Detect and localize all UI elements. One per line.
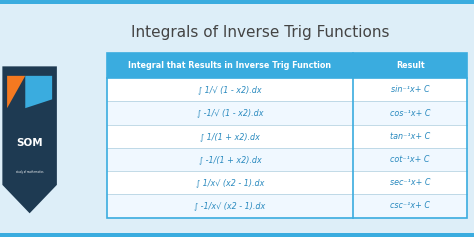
Bar (107, 53, 467, 78)
Text: ∫ -1/(1 + x2).dx: ∫ -1/(1 + x2).dx (199, 155, 261, 164)
Text: cos⁻¹x+ C: cos⁻¹x+ C (390, 109, 430, 118)
Bar (107, 194, 467, 218)
Text: SOM: SOM (16, 138, 43, 148)
Text: cot⁻¹x+ C: cot⁻¹x+ C (391, 155, 430, 164)
Text: study of mathematics: study of mathematics (16, 170, 43, 174)
Bar (107, 78, 467, 101)
Polygon shape (25, 76, 52, 108)
Bar (0, 233, 474, 237)
Text: ∫ -1/x√ (x2 - 1).dx: ∫ -1/x√ (x2 - 1).dx (194, 201, 265, 210)
Text: sec⁻¹x+ C: sec⁻¹x+ C (390, 178, 430, 187)
Polygon shape (2, 66, 57, 213)
Text: sin⁻¹x+ C: sin⁻¹x+ C (391, 85, 429, 94)
Bar (0, 0, 474, 4)
Bar (107, 148, 467, 171)
Text: csc⁻¹x+ C: csc⁻¹x+ C (390, 201, 430, 210)
Polygon shape (7, 76, 25, 108)
Bar (107, 125, 467, 148)
Text: Result: Result (396, 61, 424, 70)
Text: Integral that Results in Inverse Trig Function: Integral that Results in Inverse Trig Fu… (128, 61, 332, 70)
Text: ∫ -1/√ (1 - x2).dx: ∫ -1/√ (1 - x2).dx (197, 109, 263, 118)
Bar (107, 101, 467, 125)
Text: ∫ 1/√ (1 - x2).dx: ∫ 1/√ (1 - x2).dx (198, 85, 262, 94)
Text: ∫ 1/x√ (x2 - 1).dx: ∫ 1/x√ (x2 - 1).dx (196, 178, 264, 187)
Bar (107, 171, 467, 194)
Text: Integrals of Inverse Trig Functions: Integrals of Inverse Trig Functions (131, 25, 390, 40)
Bar (107, 53, 467, 218)
Text: tan⁻¹x+ C: tan⁻¹x+ C (390, 132, 430, 141)
Text: ∫ 1/(1 + x2).dx: ∫ 1/(1 + x2).dx (200, 132, 260, 141)
